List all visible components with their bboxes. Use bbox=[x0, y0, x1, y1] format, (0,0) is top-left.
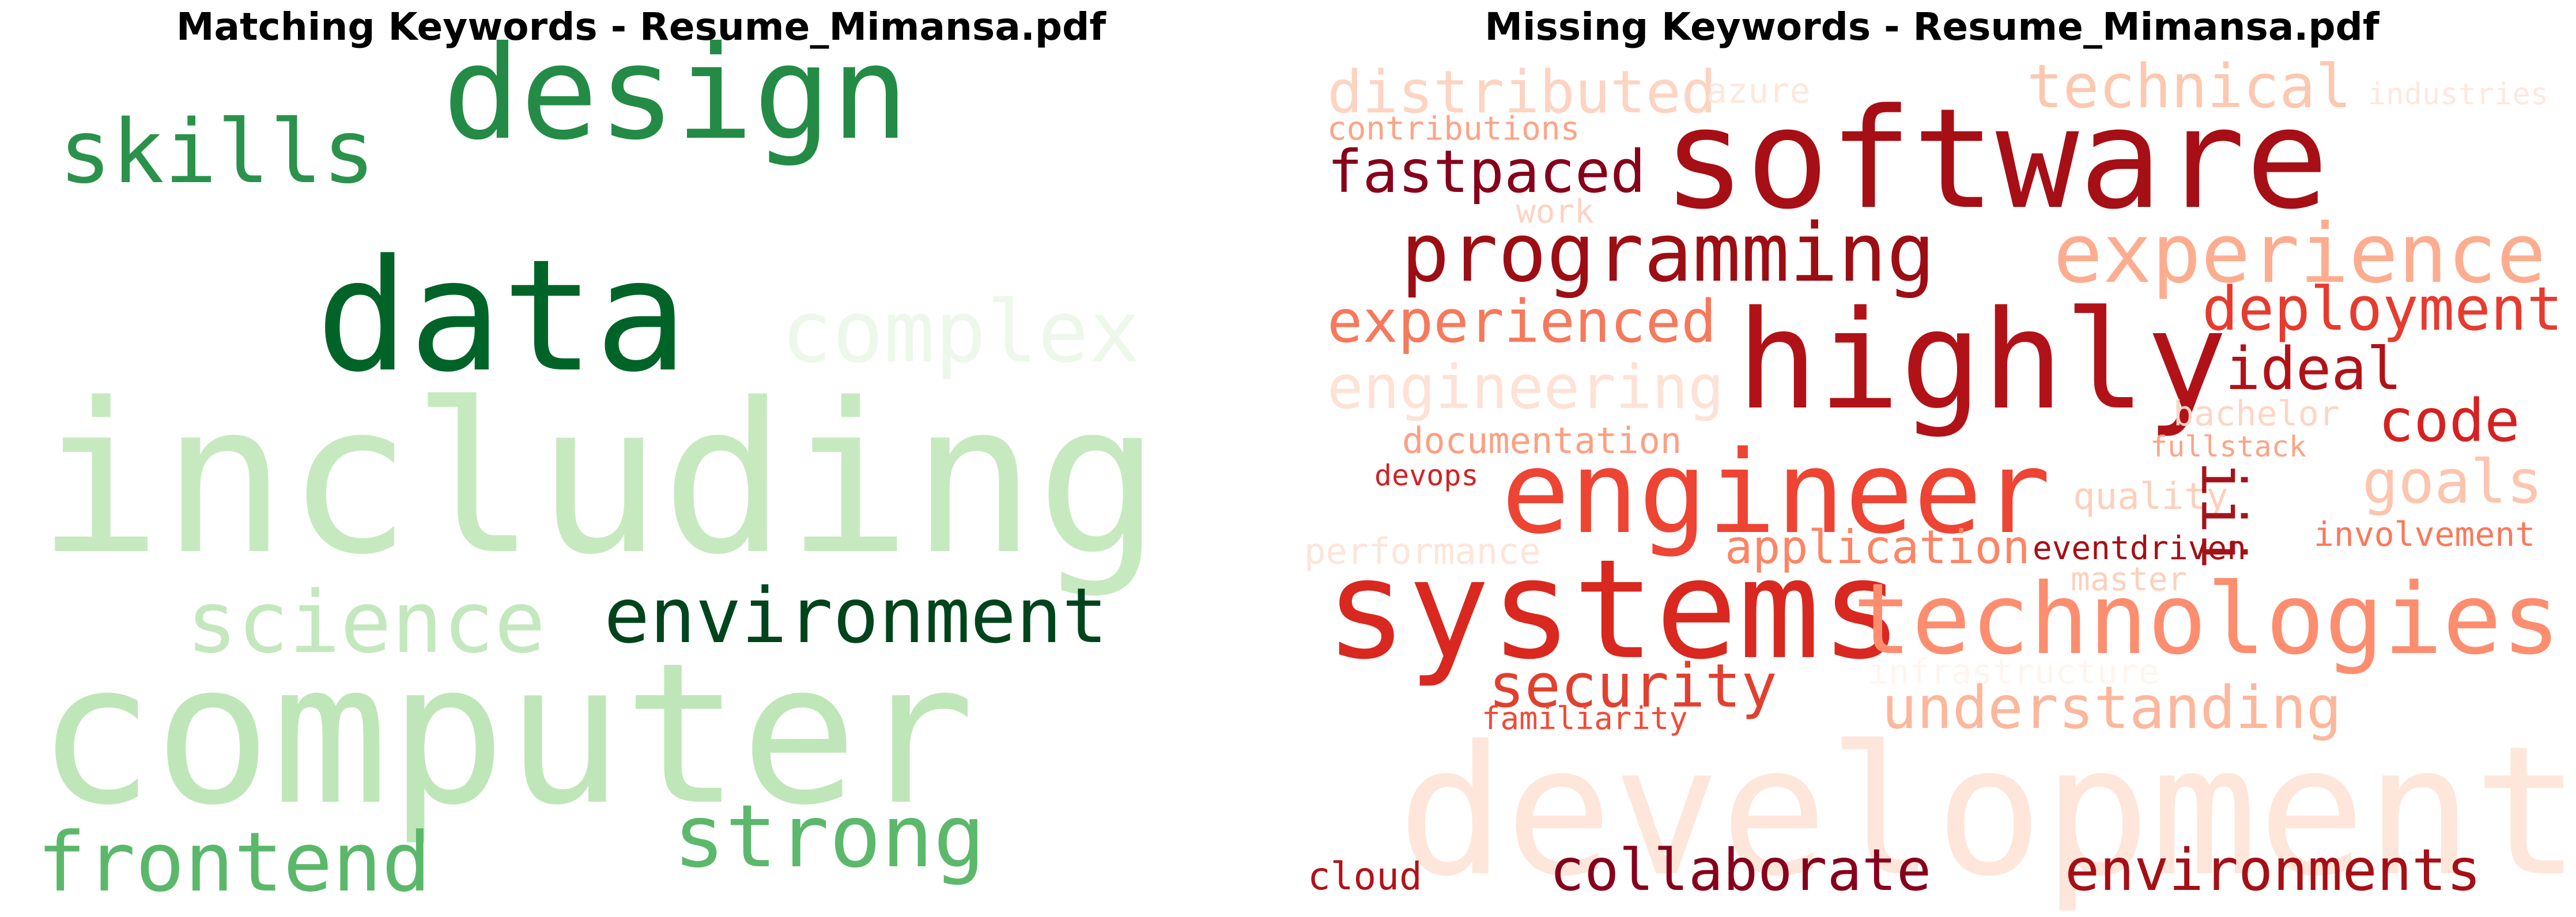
word-performance: performance bbox=[1304, 530, 1541, 572]
word-quality: quality bbox=[2073, 476, 2228, 518]
word-collaborate: collaborate bbox=[1550, 836, 1932, 904]
word-data: data bbox=[316, 227, 688, 406]
word-environments: environments bbox=[2065, 836, 2481, 904]
word-distributed: distributed bbox=[1327, 58, 1717, 127]
word-design: design bbox=[443, 18, 909, 168]
word-experience: experience bbox=[2053, 206, 2546, 301]
panel-title-matching: Matching Keywords - Resume_Mimansa.pdf bbox=[176, 5, 1106, 49]
word-code: code bbox=[2378, 387, 2520, 455]
word-fullstack: fullstack bbox=[2150, 430, 2306, 463]
word-engineering: engineering bbox=[1327, 352, 1724, 422]
word-frontend: frontend bbox=[37, 815, 431, 910]
word-azure: azure bbox=[1706, 71, 1811, 111]
word-programming: programming bbox=[1401, 206, 1936, 300]
panel-title-missing: Missing Keywords - Resume_Mimansa.pdf bbox=[1485, 5, 2379, 49]
word-bachelor: bachelor bbox=[2173, 394, 2340, 434]
word-software: software bbox=[1663, 78, 2329, 240]
word-ideal: ideal bbox=[2225, 335, 2403, 403]
missing-keywords-panel: Missing Keywords - Resume_Mimansa.pdf di… bbox=[1288, 0, 2576, 917]
word-systems: systems bbox=[1325, 530, 1903, 690]
word-security: security bbox=[1489, 651, 1777, 721]
word-computer: computer bbox=[37, 621, 975, 848]
word-iii: iii bbox=[2188, 461, 2258, 569]
word-strong: strong bbox=[673, 787, 985, 887]
word-development: development bbox=[1397, 708, 2576, 916]
word-science: science bbox=[186, 573, 546, 672]
word-application: application bbox=[1725, 520, 2030, 574]
word-deployment: deployment bbox=[2202, 274, 2563, 344]
missing-word-cloud: distributed azure technical industries c… bbox=[1288, 0, 2576, 917]
word-environment: environment bbox=[604, 572, 1108, 661]
word-technologies: technologies bbox=[1853, 563, 2561, 677]
word-work: work bbox=[1516, 193, 1594, 231]
word-documentation: documentation bbox=[1402, 420, 1682, 462]
word-devops: devops bbox=[1374, 459, 1479, 492]
word-complex: complex bbox=[781, 282, 1140, 382]
word-technical: technical bbox=[2027, 51, 2352, 122]
word-infrastructure: infrastructure bbox=[1868, 652, 2159, 692]
matching-keywords-panel: Matching Keywords - Resume_Mimansa.pdf d… bbox=[0, 0, 1282, 917]
word-master: master bbox=[2071, 561, 2188, 598]
word-contributions: contributions bbox=[1327, 110, 1580, 148]
word-understanding: understanding bbox=[1882, 674, 2342, 742]
word-highly: highly bbox=[1736, 281, 2228, 440]
word-cloud: cloud bbox=[1308, 854, 1422, 899]
word-eventdriven: eventdriven bbox=[2033, 530, 2246, 567]
matching-word-cloud: design skills data complex including sci… bbox=[0, 0, 1282, 917]
word-including: including bbox=[37, 359, 1161, 600]
word-industries: industries bbox=[2368, 77, 2549, 112]
word-goals: goals bbox=[2362, 447, 2543, 517]
word-engineer: engineer bbox=[1501, 426, 2051, 559]
word-involvement: involvement bbox=[2314, 515, 2536, 554]
word-experienced: experienced bbox=[1327, 288, 1717, 356]
word-skills: skills bbox=[59, 101, 376, 203]
word-fastpaced: fastpaced bbox=[1327, 138, 1646, 206]
word-familiarity: familiarity bbox=[1482, 700, 1688, 737]
